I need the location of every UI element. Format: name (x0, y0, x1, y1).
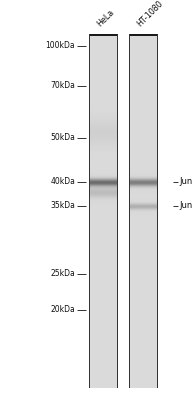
Text: 40kDa: 40kDa (50, 178, 75, 186)
Text: 20kDa: 20kDa (51, 306, 75, 314)
Text: JunD: JunD (179, 202, 193, 210)
Text: 50kDa: 50kDa (50, 134, 75, 142)
Text: 100kDa: 100kDa (46, 42, 75, 50)
Text: 70kDa: 70kDa (50, 82, 75, 90)
Text: HT-1080: HT-1080 (135, 0, 165, 28)
Text: HeLa: HeLa (95, 7, 116, 28)
Text: JunD: JunD (179, 178, 193, 186)
Text: 25kDa: 25kDa (51, 270, 75, 278)
Text: 35kDa: 35kDa (50, 202, 75, 210)
